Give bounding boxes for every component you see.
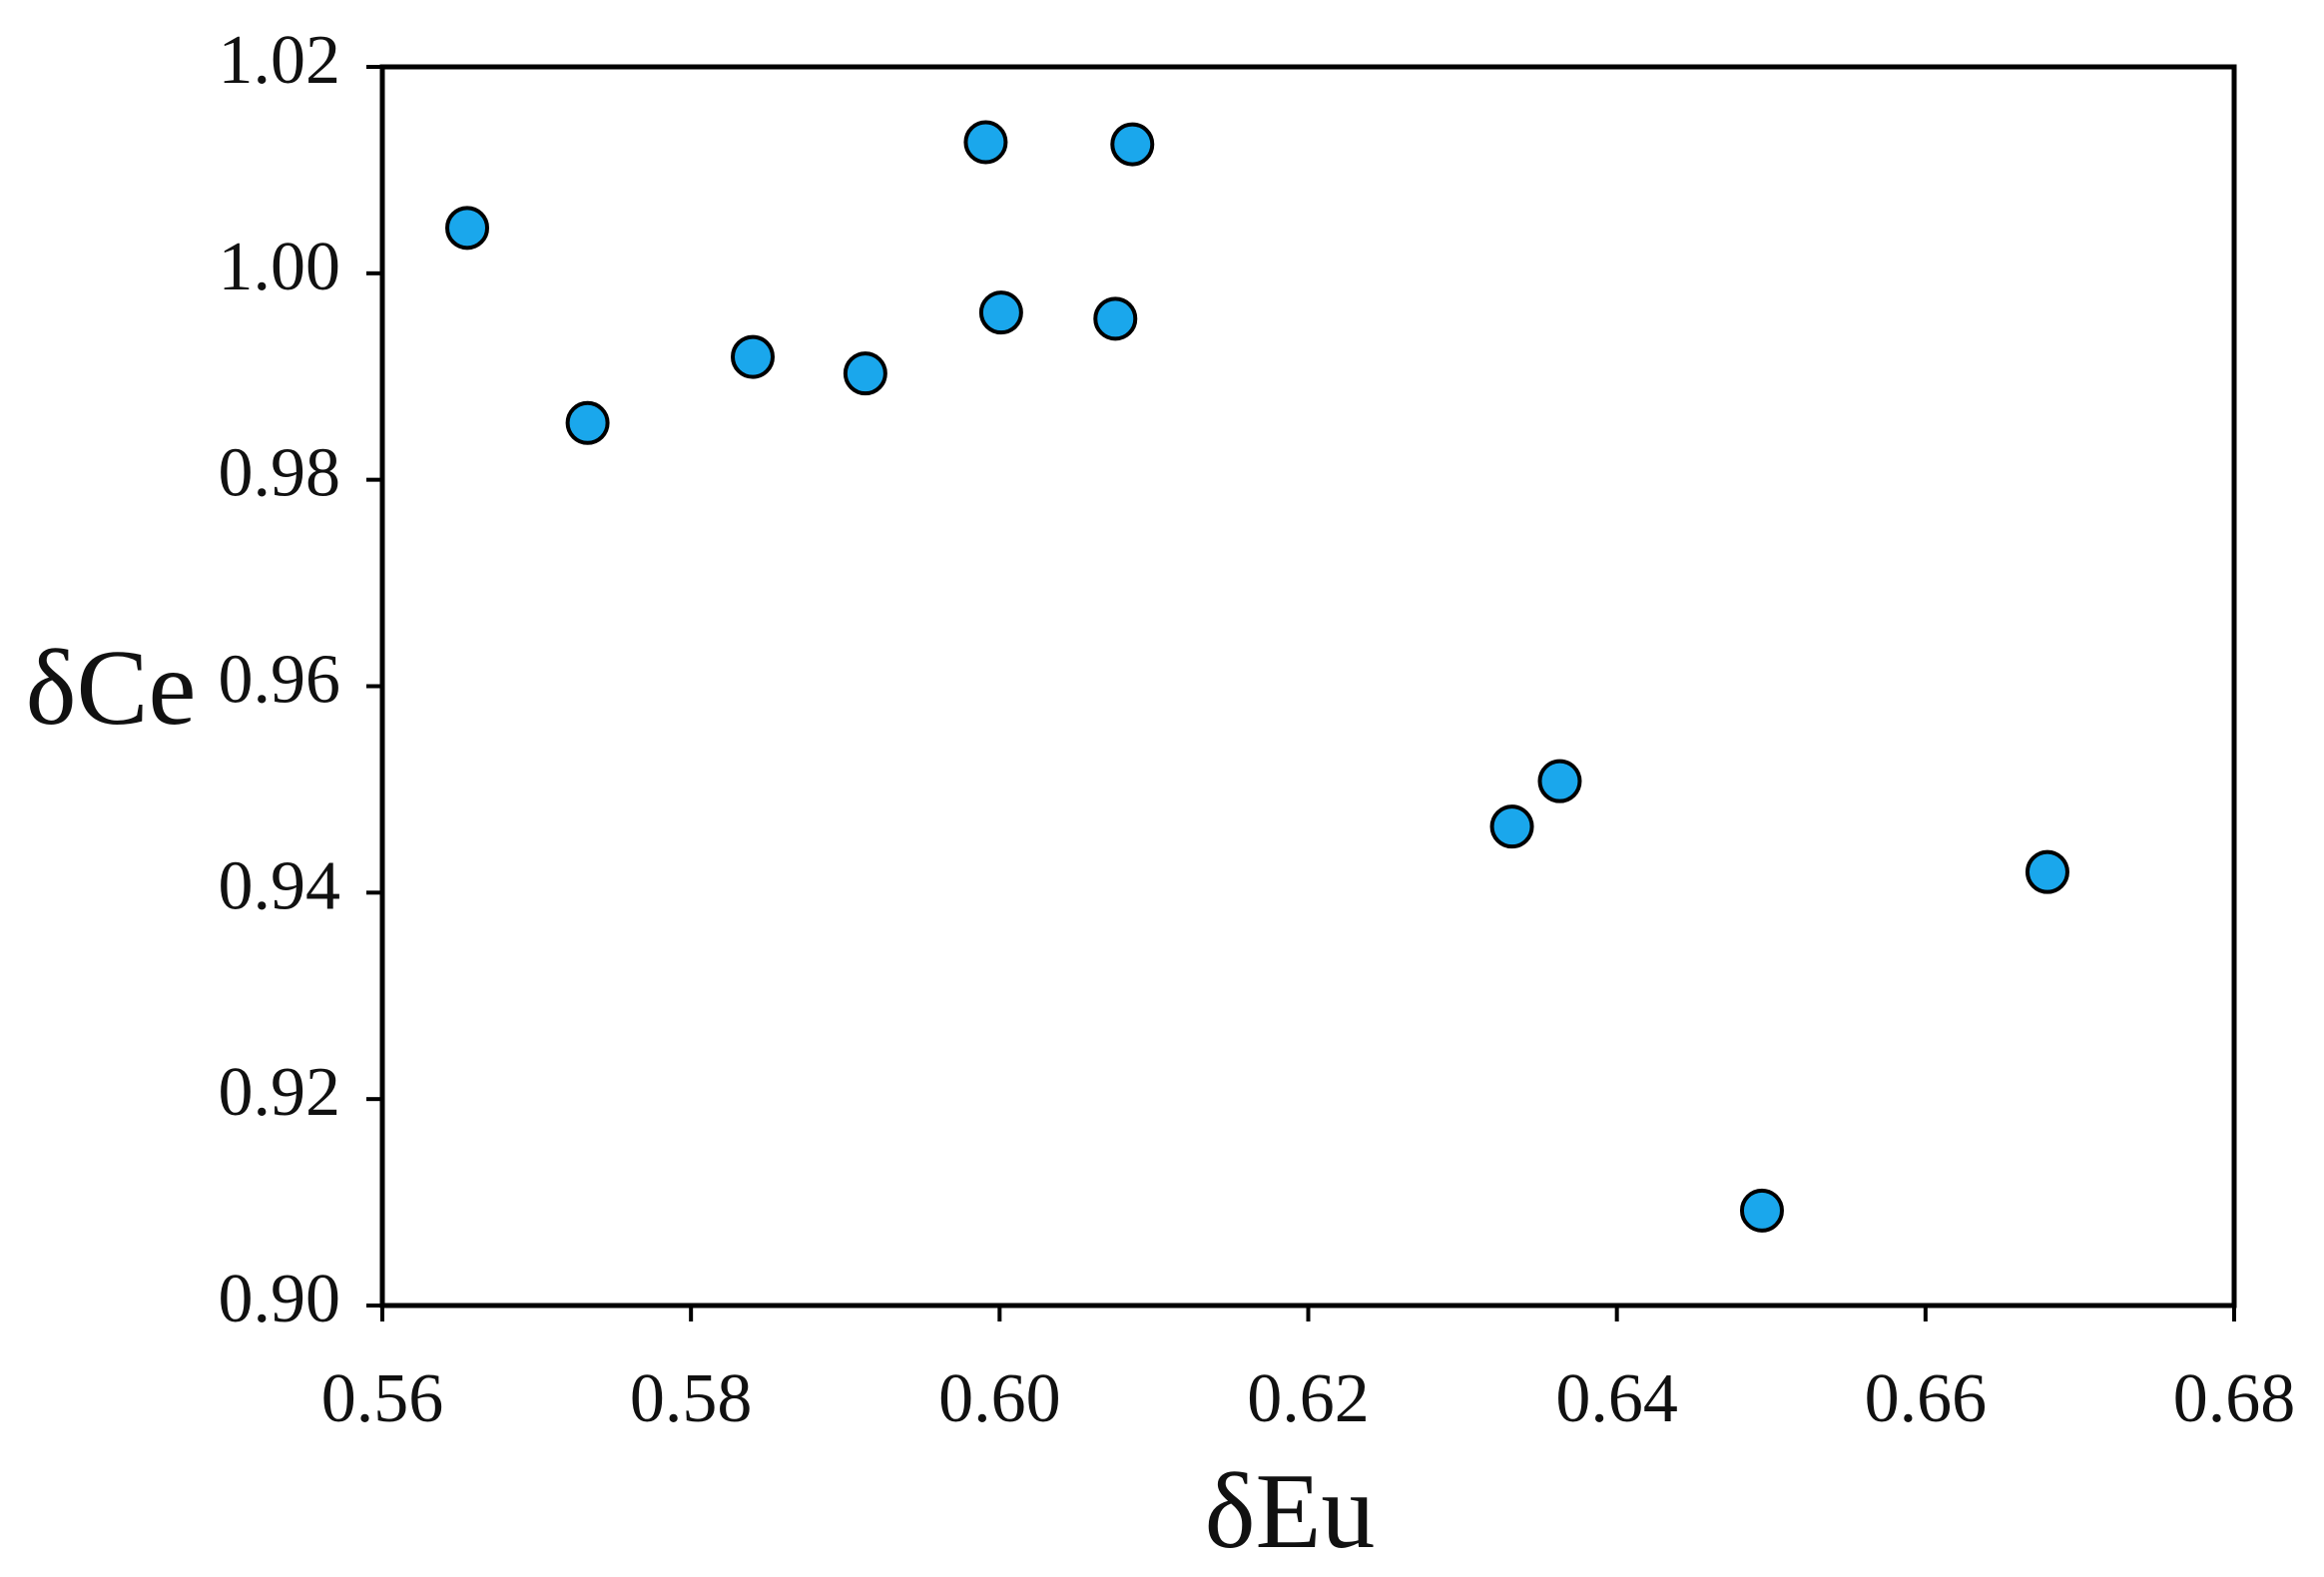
point	[1739, 1188, 1784, 1233]
x-tick-label: 0.66	[1865, 1360, 1988, 1437]
point	[978, 290, 1023, 335]
point	[1537, 759, 1582, 803]
point	[445, 206, 490, 251]
x-tick-label: 0.68	[2173, 1360, 2296, 1437]
y-tick-label: 0.90	[219, 1261, 341, 1337]
x-tick-label: 0.60	[938, 1360, 1061, 1437]
point	[731, 334, 775, 379]
x-tick-label: 0.56	[321, 1360, 444, 1437]
point	[1093, 296, 1138, 341]
point	[1110, 122, 1155, 167]
x-tick-label: 0.58	[630, 1360, 753, 1437]
point	[2025, 849, 2069, 894]
x-axis-title: δEu	[1205, 1452, 1376, 1571]
y-tick-label: 0.98	[219, 435, 341, 512]
y-axis-title: δCe	[26, 629, 197, 748]
point	[565, 400, 610, 445]
x-tick-label: 0.64	[1555, 1360, 1678, 1437]
point	[1489, 804, 1534, 849]
point	[843, 351, 887, 396]
x-tick-label: 0.62	[1247, 1360, 1370, 1437]
y-tick-label: 1.02	[219, 22, 341, 99]
point	[963, 120, 1008, 165]
y-tick-label: 1.00	[219, 229, 341, 305]
y-tick-label: 0.92	[219, 1054, 341, 1131]
y-tick-label: 0.94	[219, 847, 341, 924]
y-tick-label: 0.96	[219, 642, 341, 719]
